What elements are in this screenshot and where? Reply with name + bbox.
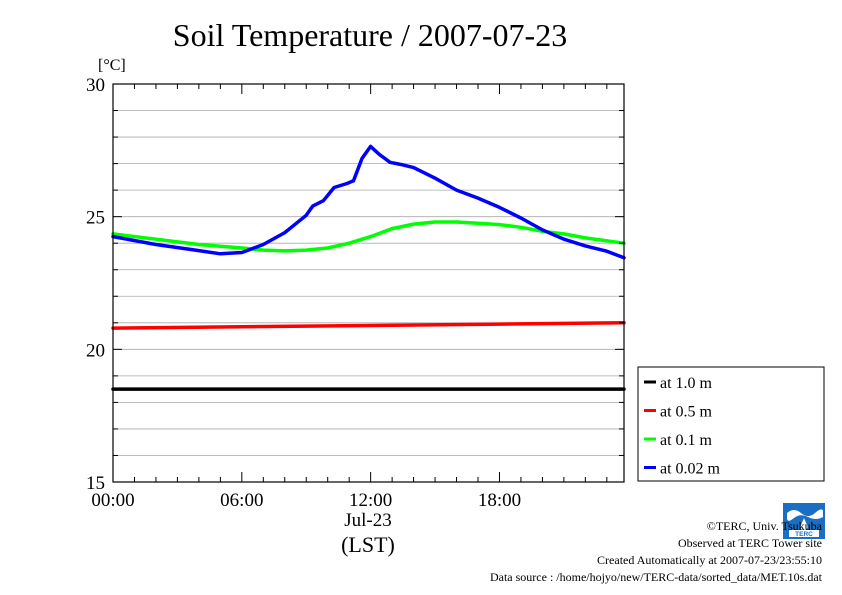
plot-frame [112, 83, 625, 483]
chart-title: Soil Temperature / 2007-07-23 [173, 17, 567, 53]
x-tick-label: 12:00 [349, 490, 392, 511]
y-tick-label: 20 [86, 340, 105, 361]
x-tick-label: 06:00 [220, 490, 263, 511]
grid [113, 110, 624, 456]
legend-entry: at 0.02 m [660, 461, 721, 478]
legend-entry: at 0.1 m [660, 432, 713, 449]
y-tick-label: 15 [86, 473, 105, 494]
credit-copyright: ©TERC, Univ. Tsukuba [706, 519, 822, 533]
series-line-2 [111, 220, 626, 253]
x-tick-label: 00:00 [91, 490, 134, 511]
legend: at 1.0 m at 0.5 m at 0.1 m at 0.02 m [637, 366, 825, 482]
terc-logo-icon: TERC [783, 503, 825, 539]
y-tick-label: 25 [86, 208, 105, 229]
y-tick-label: 30 [86, 75, 105, 96]
legend-box [637, 366, 825, 482]
series-lines [111, 144, 626, 391]
x-axis-label: (LST) [341, 532, 395, 557]
legend-entry: at 1.0 m [660, 375, 713, 392]
y-unit-label: [°C] [98, 57, 126, 74]
x-tick-label: 18:00 [478, 490, 521, 511]
series-line-3 [111, 144, 626, 260]
series-line-1 [111, 321, 626, 330]
logo-text: TERC [795, 531, 813, 538]
credit-source: Data source : /home/hojyo/new/TERC-data/… [489, 570, 822, 584]
credit-observed: Observed at TERC Tower site [677, 536, 822, 550]
legend-entry: at 0.5 m [660, 404, 713, 421]
axis-ticks: 15 20 25 30 00:00 06:00 12:00 18:00 [86, 75, 624, 511]
credit-created: Created Automatically at 2007-07-23/23:5… [597, 553, 822, 567]
x-date-label: Jul-23 [344, 510, 392, 531]
